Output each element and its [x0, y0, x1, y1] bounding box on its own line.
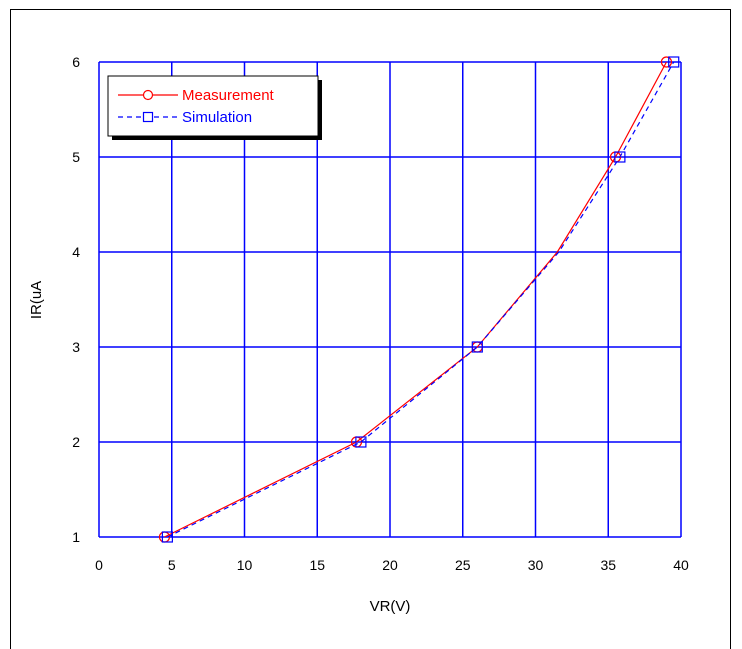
simulation-marker: [668, 56, 680, 68]
simulation-marker: [355, 436, 367, 448]
legend-box: [107, 75, 319, 137]
y-tick-label: 4: [72, 244, 80, 260]
x-tick-label: 20: [382, 557, 398, 573]
y-axis-title: IR(uA: [28, 281, 45, 319]
simulation-marker: [161, 531, 173, 543]
legend-simulation-marker: [142, 111, 154, 123]
x-tick-labels: 0 5 10 15 20 25 30 35 40: [95, 557, 689, 573]
x-tick-label: 30: [528, 557, 544, 573]
series-layer: [158, 56, 680, 543]
simulation-marker: [471, 341, 483, 353]
x-tick-label: 25: [455, 557, 471, 573]
y-tick-label: 3: [72, 339, 80, 355]
chart-svg: 0 5 10 15 20 25 30 35 40 1 2 3 4 5 6 VR(V) IR(uA Meas…: [28, 54, 689, 615]
legend-simulation-label: Simulation: [182, 109, 252, 126]
x-axis-title: VR(V): [370, 598, 411, 615]
y-tick-label: 2: [72, 434, 80, 450]
y-tick-labels: 1 2 3 4 5 6: [72, 54, 80, 545]
grid: [98, 61, 682, 538]
x-tick-label: 40: [673, 557, 689, 573]
simulation-marker: [614, 151, 626, 163]
legend-measurement-marker: [142, 89, 154, 101]
x-tick-label: 0: [95, 557, 103, 573]
y-tick-label: 5: [72, 149, 80, 165]
legend-measurement-label: Measurement: [182, 87, 275, 104]
measurement-marker: [660, 56, 673, 68]
simulation-line: [167, 61, 675, 538]
legend: Measurement Simulation: [107, 75, 322, 140]
x-tick-label: 35: [600, 557, 616, 573]
x-tick-label: 5: [168, 557, 176, 573]
y-tick-label: 6: [72, 54, 80, 70]
x-tick-label: 15: [309, 557, 325, 573]
x-tick-label: 10: [237, 557, 253, 573]
y-tick-label: 1: [72, 529, 80, 545]
